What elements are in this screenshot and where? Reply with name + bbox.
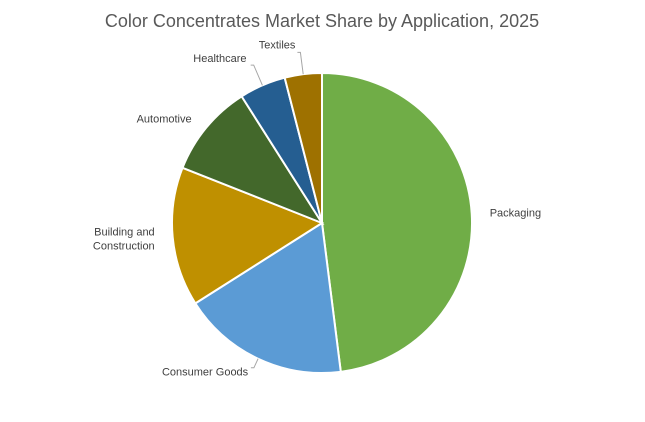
leader-line-healthcare [250,64,263,86]
leader-line-consumer-goods [250,358,259,369]
pie-slice-packaging [321,71,473,373]
slice-label-automotive: Automotive [137,114,192,126]
chart-title: Color Concentrates Market Share by Appli… [105,11,539,31]
slice-label-consumer-goods: Consumer Goods [162,366,249,378]
slice-label-healthcare: Healthcare [193,53,246,65]
slice-label-textiles: Textiles [259,39,296,51]
leader-lines [250,51,304,369]
slice-labels: Packaging Consumer Goods Building and Const… [93,39,541,378]
pie-slice-automotive [181,94,325,226]
slice-label-building-and-construction: Building and Construction [93,226,155,252]
pie-slice-consumer-goods [193,221,342,374]
pie-slice-building-and-construction [171,166,325,305]
slice-label-packaging: Packaging [490,208,541,220]
pie-slices [171,71,473,374]
leader-line-textiles [297,51,304,75]
